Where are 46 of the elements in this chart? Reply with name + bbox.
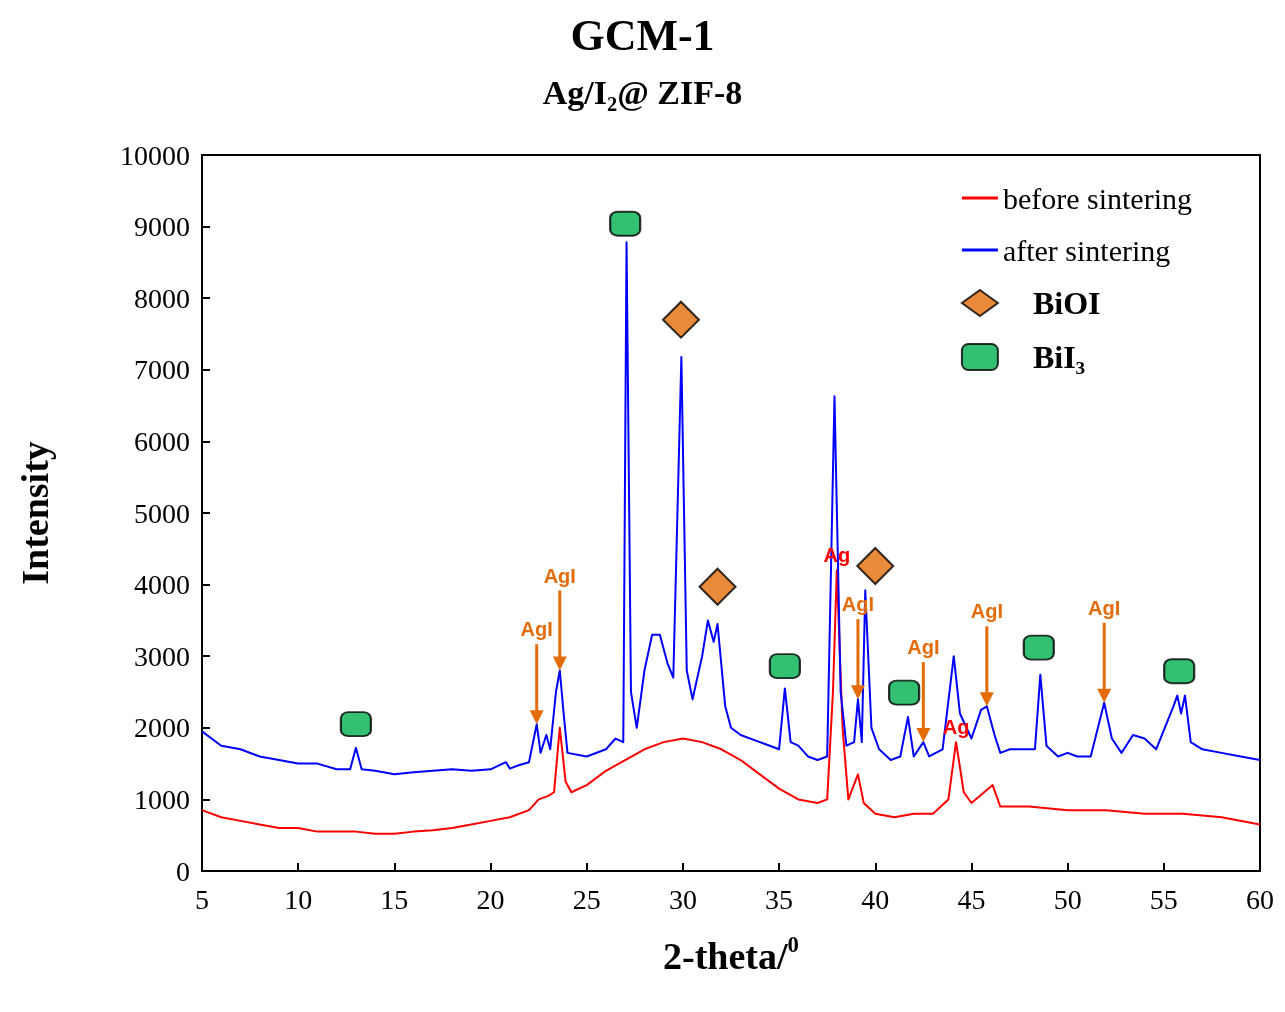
point	[768, 653, 801, 680]
x-tick-label: 20	[476, 883, 505, 915]
point	[888, 679, 921, 706]
legend-label: after sintering	[1002, 233, 1171, 267]
y-axis-title: Intensity	[14, 441, 56, 585]
point	[609, 210, 642, 237]
x-tick-label: 25	[572, 883, 601, 915]
y-tick-label: 1000	[134, 783, 190, 815]
y-tick-label: 9000	[134, 211, 190, 243]
y-tick-label: 6000	[134, 425, 190, 457]
chart-title: GCM-1	[570, 10, 715, 60]
x-tick-label: 55	[1149, 883, 1178, 915]
y-tick-label: 0	[176, 855, 190, 887]
point	[856, 546, 895, 585]
x-tick-label: 60	[1246, 883, 1274, 915]
y-tick-label: 3000	[134, 640, 190, 672]
x-tick-label: 35	[765, 883, 794, 915]
point	[698, 567, 737, 606]
legend-label: BiI₃	[1032, 339, 1086, 375]
x-tick-label: 40	[861, 883, 890, 915]
x-tick-label: 5	[195, 883, 209, 915]
annotation: AgI	[907, 636, 940, 659]
chart-subtitle: Ag/I₂@ ZIF-8	[542, 73, 743, 111]
y-tick-label: 10000	[120, 139, 190, 171]
line-series	[201, 241, 1261, 776]
x-tick-label: 15	[380, 883, 409, 915]
legend-label: before sintering	[1002, 181, 1193, 215]
x-tick-label: 45	[957, 883, 986, 915]
x-tick-label: 10	[284, 883, 313, 915]
point	[1022, 634, 1055, 661]
y-tick-label: 2000	[134, 712, 190, 744]
y-tick-label: 8000	[134, 282, 190, 314]
annotation: AgI	[520, 618, 553, 641]
point	[339, 711, 372, 738]
x-tick-label: 30	[668, 883, 697, 915]
point	[661, 300, 700, 339]
annotation: AgI	[970, 600, 1003, 623]
y-tick-label: 7000	[134, 354, 190, 386]
annotation: AgI	[543, 564, 576, 587]
legend-label: BiOI	[1032, 285, 1101, 321]
y-tick-label: 5000	[134, 497, 190, 529]
annotation: AgI	[1088, 596, 1121, 619]
point	[1163, 658, 1196, 685]
x-tick-label: 50	[1053, 883, 1082, 915]
line-series	[201, 569, 1261, 835]
y-tick-label: 4000	[134, 569, 190, 601]
